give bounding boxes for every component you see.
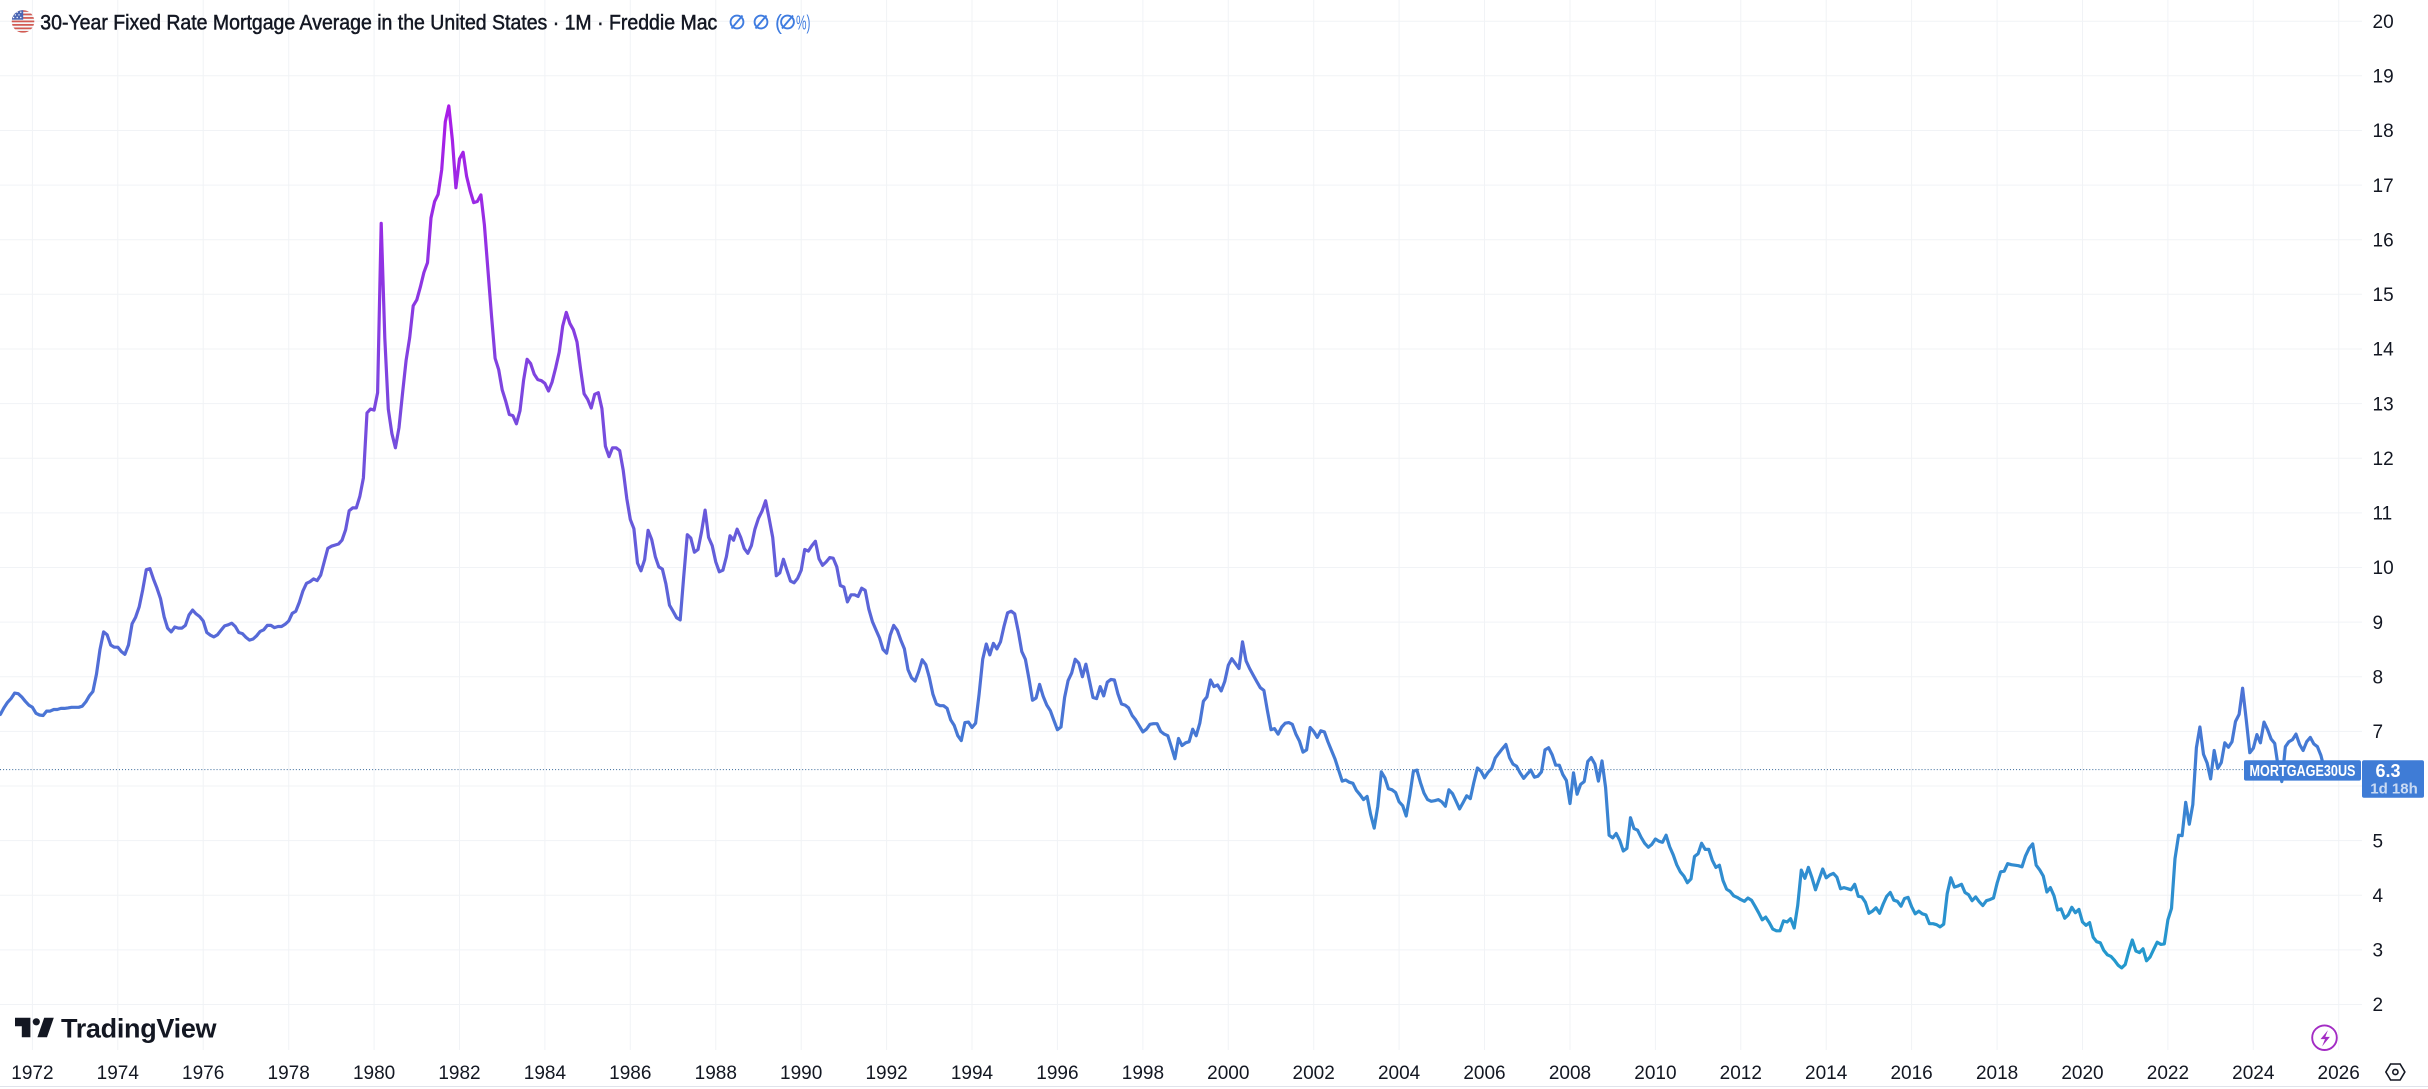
svg-text:1d 18h: 1d 18h bbox=[2370, 781, 2418, 798]
svg-text:2016: 2016 bbox=[1890, 1063, 1932, 1084]
svg-text:1984: 1984 bbox=[524, 1063, 567, 1084]
svg-text:1972: 1972 bbox=[11, 1063, 53, 1084]
svg-text:5: 5 bbox=[2373, 831, 2384, 852]
svg-text:1976: 1976 bbox=[182, 1063, 224, 1084]
svg-text:1982: 1982 bbox=[438, 1063, 480, 1084]
svg-text:2018: 2018 bbox=[1976, 1063, 2018, 1084]
svg-text:20: 20 bbox=[2373, 12, 2394, 33]
svg-text:2006: 2006 bbox=[1463, 1063, 1505, 1084]
svg-text:2020: 2020 bbox=[2061, 1063, 2103, 1084]
svg-text:%): %) bbox=[796, 13, 811, 35]
svg-text:18: 18 bbox=[2373, 121, 2394, 142]
svg-text:16: 16 bbox=[2373, 230, 2394, 251]
svg-text:15: 15 bbox=[2373, 285, 2394, 306]
svg-text:17: 17 bbox=[2373, 176, 2394, 197]
svg-text:TradingView: TradingView bbox=[61, 1014, 218, 1044]
svg-text:2014: 2014 bbox=[1805, 1063, 1848, 1084]
svg-text:1988: 1988 bbox=[695, 1063, 737, 1084]
svg-text:2002: 2002 bbox=[1293, 1063, 1335, 1084]
svg-text:(: ( bbox=[775, 12, 782, 35]
svg-text:1992: 1992 bbox=[865, 1063, 907, 1084]
svg-text:2000: 2000 bbox=[1207, 1063, 1249, 1084]
svg-text:3: 3 bbox=[2373, 941, 2384, 962]
svg-text:1990: 1990 bbox=[780, 1063, 822, 1084]
svg-text:13: 13 bbox=[2373, 394, 2394, 415]
svg-text:2022: 2022 bbox=[2147, 1063, 2189, 1084]
svg-text:7: 7 bbox=[2373, 722, 2384, 743]
svg-text:12: 12 bbox=[2373, 449, 2394, 470]
svg-text:19: 19 bbox=[2373, 67, 2394, 88]
svg-text:4: 4 bbox=[2373, 886, 2384, 907]
svg-text:1998: 1998 bbox=[1122, 1063, 1164, 1084]
svg-text:1994: 1994 bbox=[951, 1063, 994, 1084]
svg-text:1980: 1980 bbox=[353, 1063, 395, 1084]
svg-text:1986: 1986 bbox=[609, 1063, 651, 1084]
svg-text:9: 9 bbox=[2373, 613, 2384, 634]
svg-text:2004: 2004 bbox=[1378, 1063, 1421, 1084]
svg-text:14: 14 bbox=[2373, 340, 2395, 361]
svg-text:2008: 2008 bbox=[1549, 1063, 1591, 1084]
svg-text:MORTGAGE30US: MORTGAGE30US bbox=[2250, 763, 2356, 780]
svg-text:1996: 1996 bbox=[1036, 1063, 1078, 1084]
svg-text:10: 10 bbox=[2373, 558, 2394, 579]
svg-text:2024: 2024 bbox=[2232, 1063, 2275, 1084]
svg-text:2: 2 bbox=[2373, 995, 2384, 1016]
svg-text:6.3: 6.3 bbox=[2375, 761, 2400, 781]
svg-text:2012: 2012 bbox=[1720, 1063, 1762, 1084]
svg-text:11: 11 bbox=[2373, 504, 2393, 525]
svg-text:1974: 1974 bbox=[97, 1063, 140, 1084]
svg-text:2026: 2026 bbox=[2318, 1063, 2360, 1084]
svg-text:8: 8 bbox=[2373, 667, 2384, 688]
svg-text:1978: 1978 bbox=[268, 1063, 310, 1084]
svg-text:30-Year Fixed Rate Mortgage Av: 30-Year Fixed Rate Mortgage Average in t… bbox=[40, 11, 717, 35]
svg-text:2010: 2010 bbox=[1634, 1063, 1676, 1084]
